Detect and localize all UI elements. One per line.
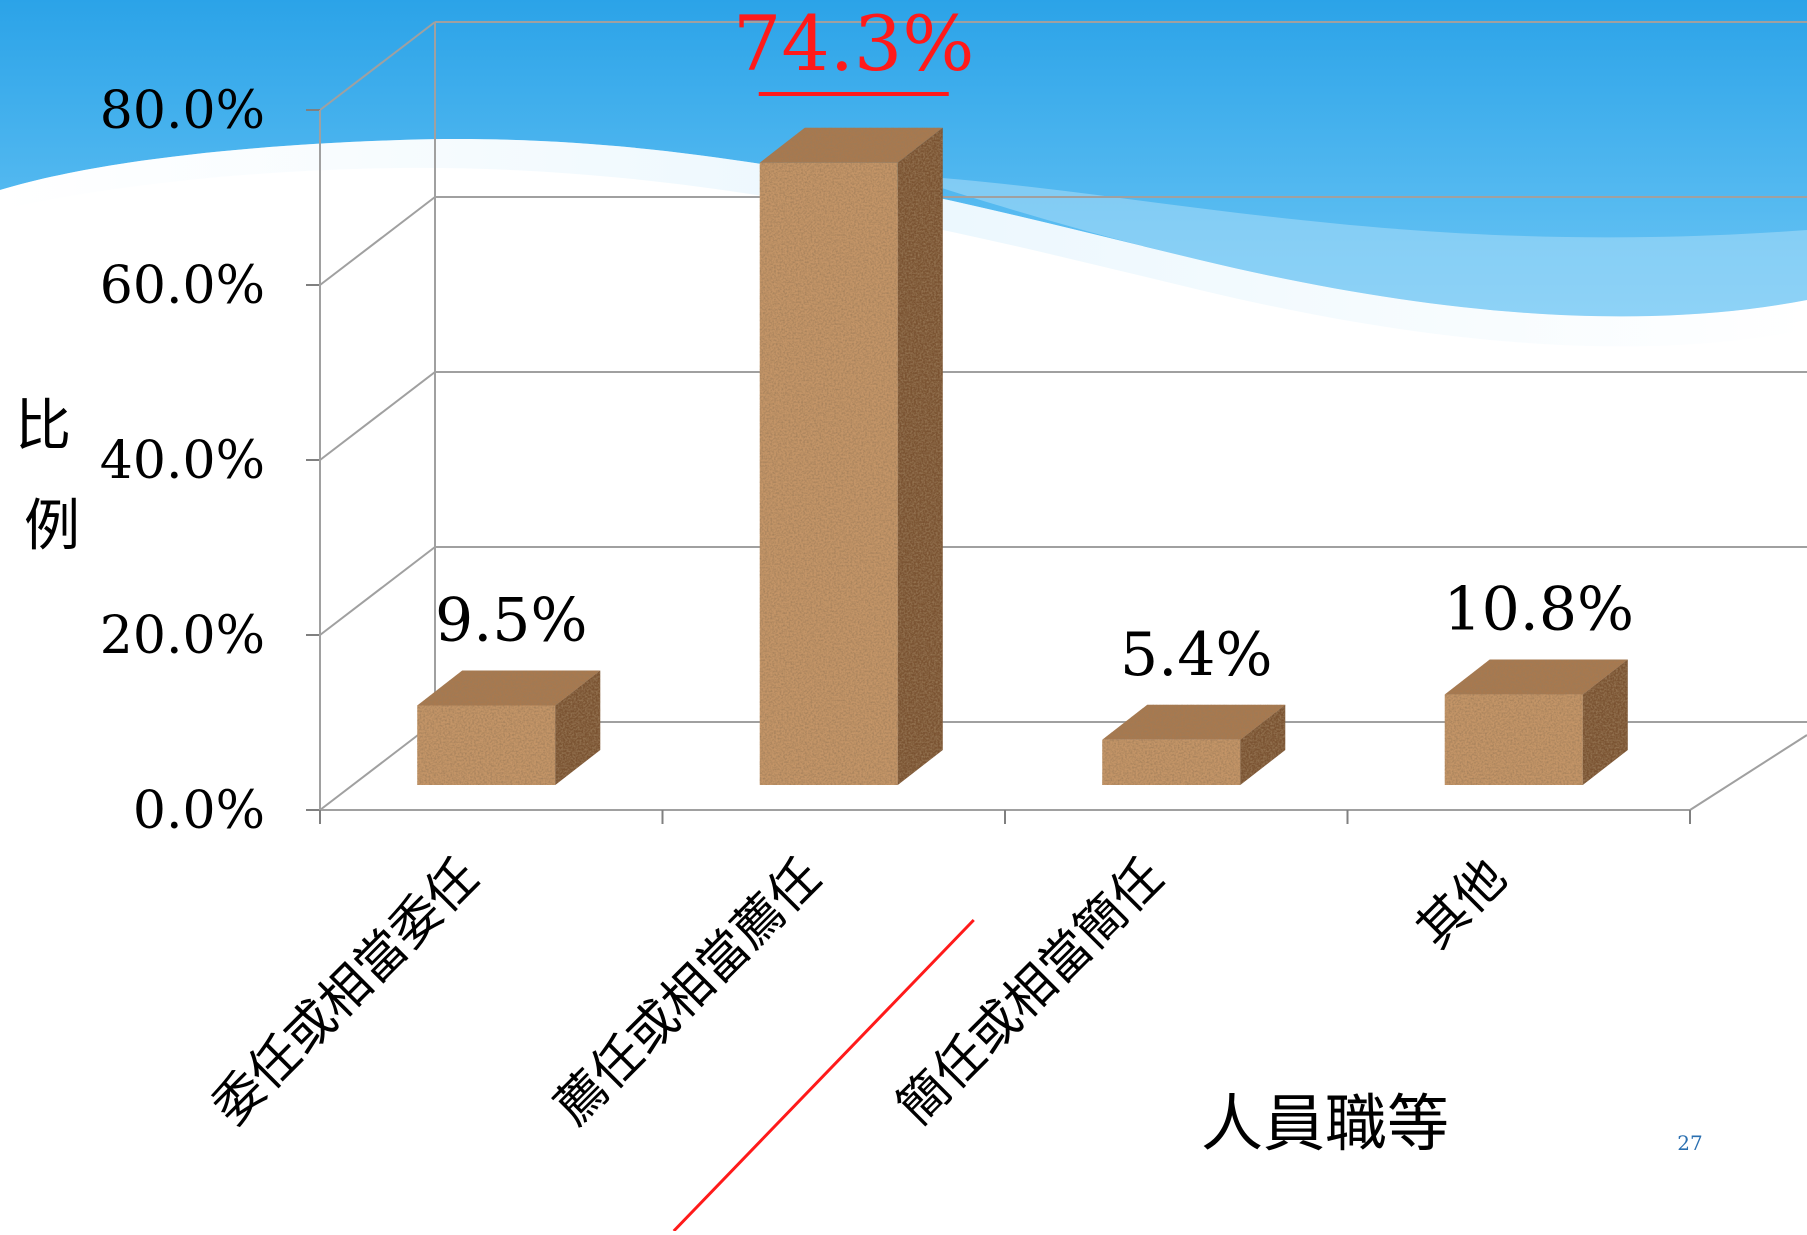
bar-front (417, 705, 556, 785)
bar (1102, 704, 1286, 785)
x-axis-label: 人員職等 (1201, 1087, 1449, 1160)
gridline-diagonal (319, 371, 436, 461)
bar-side (555, 670, 601, 785)
bars (417, 127, 1628, 786)
y-tick-label: 60.0% (100, 256, 265, 316)
data-label: 74.3% (733, 0, 974, 88)
gridline-diagonal (319, 721, 436, 811)
bar-side (1240, 704, 1286, 785)
x-tick-labels: 委任或相當委任 薦任或相當薦任 簡任或相當簡任 其他 (201, 847, 1518, 1233)
gridline-diagonal (319, 21, 436, 111)
bar (1444, 659, 1628, 785)
bar-side (1582, 659, 1628, 785)
bar-top (1102, 704, 1286, 740)
page-number: 27 (1677, 1131, 1702, 1155)
bar-front (759, 162, 898, 786)
data-label: 5.4% (1120, 620, 1272, 690)
gridline-diagonal (319, 546, 436, 636)
highlight-underline (672, 918, 975, 1233)
y-tick-label: 80.0% (100, 81, 265, 141)
data-label: 9.5% (435, 585, 587, 655)
y-tick-label: 40.0% (100, 431, 265, 491)
bar (417, 670, 601, 785)
y-tick-label: 0.0% (133, 781, 265, 841)
bar (759, 127, 943, 786)
bar-top (417, 670, 601, 706)
floor-edge (1689, 734, 1807, 811)
value-labels: 9.5% 74.3% 5.4% 10.8% (435, 0, 1634, 690)
data-label: 10.8% (1443, 575, 1634, 645)
x-tick-label: 薦任或相當薦任 (544, 847, 832, 1135)
y-axis-label: 比 例 (15, 394, 89, 559)
bar-side (897, 127, 943, 786)
bar-top (1444, 659, 1628, 695)
x-tick-label: 其他 (1406, 847, 1518, 959)
x-tick-label: 委任或相當委任 (201, 847, 489, 1135)
gridline-diagonal (319, 196, 436, 286)
bar-front (1102, 739, 1241, 785)
bar-top (759, 127, 943, 163)
axes: 0.0% 20.0% 40.0% 60.0% 80.0% (100, 22, 1807, 841)
bar-front (1444, 694, 1583, 785)
x-tick-label: 簡任或相當簡任 (886, 847, 1174, 1135)
y-tick-label: 20.0% (100, 606, 265, 666)
